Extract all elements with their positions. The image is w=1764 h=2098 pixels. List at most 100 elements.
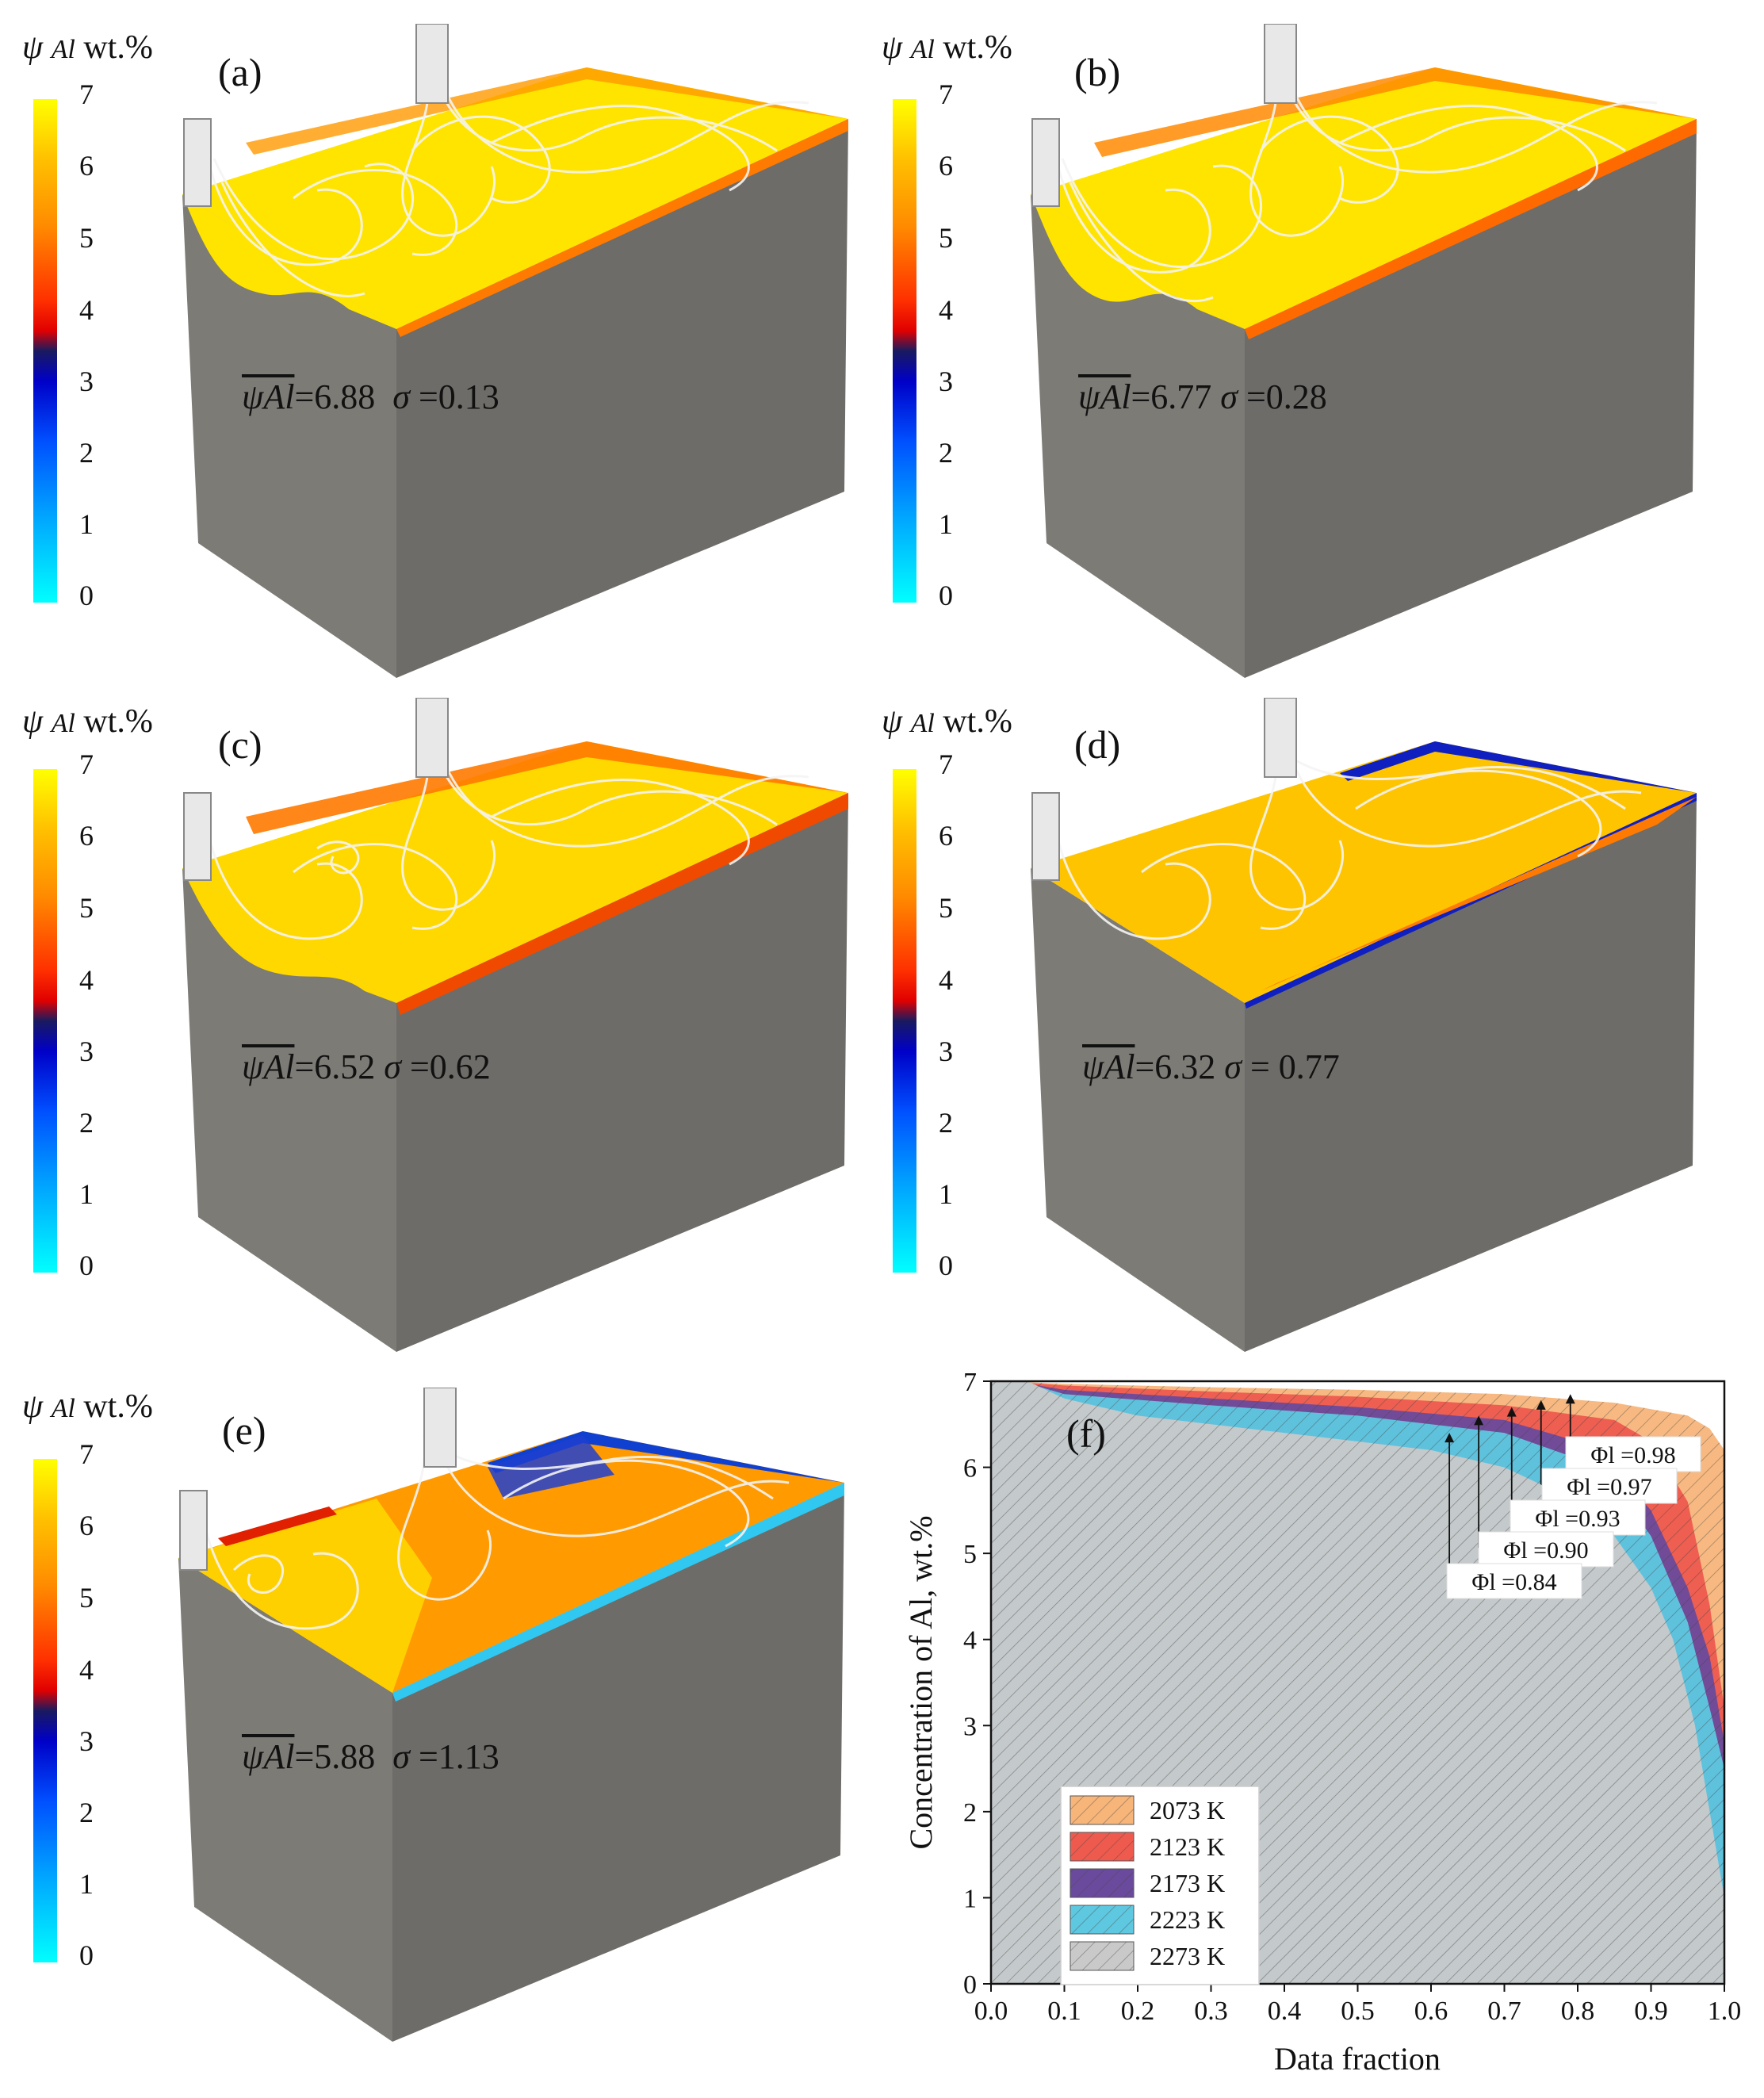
annotation-arrowhead [1444,1433,1455,1443]
x-tick-label: 0.0 [974,1997,1008,2026]
annotation-box [1565,1436,1701,1472]
x-tick-label: 0.9 [1634,1997,1668,2026]
colorbar-title: ψ Al wt.% [22,29,153,66]
outlet-nozzle [179,1490,208,1571]
melt-edge [396,119,848,337]
panel-stat: ψAl=5.88 σ =1.13 [242,1737,499,1776]
panel-label: (a) [218,50,262,94]
colorbar-tick: 7 [79,748,94,780]
panel-stat: ψAl=6.77 σ =0.28 [1078,377,1327,416]
colorbar-tick: 1 [79,508,94,540]
block-side-face [1245,119,1697,678]
y-tick-label: 4 [963,1626,977,1656]
panel-stat: ψAl=6.88 σ =0.13 [242,377,499,416]
legend-label: 2123 K [1150,1832,1225,1861]
colorbar-tick: 5 [79,1582,94,1614]
colorbar-tick: 6 [79,150,94,182]
outlet-nozzle [183,118,212,207]
annotation-arrowhead [1536,1399,1546,1410]
annotation-label: Φl =0.97 [1567,1474,1651,1500]
colorbar-tick: 3 [79,1725,94,1757]
x-tick-label: 0.5 [1341,1997,1375,2026]
streamlines [201,1434,790,1630]
colorbar-tick: 3 [939,1036,953,1067]
panel-b: ψ Al wt.% 7 6 5 4 3 2 1 0 (b) ψAl=6.77 σ… [872,0,1764,682]
x-tick-label: 0.6 [1414,1997,1448,2026]
colorbar-tick: 0 [939,1250,953,1281]
annotation-label: Φl =0.98 [1590,1442,1675,1468]
melt-surface [1031,67,1697,329]
panel-label: (e) [222,1408,266,1453]
colorbar-tick: 6 [79,820,94,852]
outlet-nozzle [1031,118,1060,207]
annotation-box [1446,1563,1582,1599]
y-tick-label: 6 [963,1454,977,1484]
tundish-render [182,698,848,1352]
legend-swatch-hatch [1070,1796,1134,1824]
melt-edge [396,793,848,1015]
colorbar-tick: 7 [79,1438,94,1470]
x-tick-label: 0.1 [1047,1997,1081,2026]
melt-red-zone [218,1507,337,1546]
colorbar-tick: 3 [939,366,953,397]
panel-e: ψ Al wt.% 7 6 5 4 3 2 1 0 (e) ψAl=5.88 σ… [0,1364,872,2098]
panel-label: (b) [1074,50,1121,94]
colorbar-tick: 2 [939,437,953,469]
colorbar-tick: 1 [79,1868,94,1900]
annotation-label: Φl =0.93 [1535,1506,1620,1532]
block-front-face [182,868,396,1352]
colorbar-tick: 1 [939,1178,953,1210]
y-tick-label: 5 [963,1540,977,1569]
colorbar-tick: 6 [939,820,953,852]
legend-swatch-hatch [1070,1942,1134,1970]
block-side-face [396,793,848,1352]
tundish-render [182,24,848,678]
panel-label: (f) [1066,1411,1106,1456]
tundish-render [1031,24,1697,678]
inlet-nozzle [1264,698,1297,778]
colorbar [893,99,916,603]
x-tick-label: 0.3 [1194,1997,1228,2026]
legend-label: 2073 K [1150,1796,1225,1824]
inlet-nozzle [415,24,449,104]
block-front-face [178,1558,392,2042]
colorbar-tick: 5 [79,892,94,924]
y-axis-label: Concentration of Al, wt.% [903,1515,939,1849]
panel-label: (c) [218,722,262,767]
colorbar-tick: 2 [79,1797,94,1828]
colorbar-tick: 6 [79,1510,94,1541]
colorbar-tick: 0 [939,580,953,611]
melt-surface [1031,741,1697,1003]
legend-swatch-hatch [1070,1832,1134,1861]
colorbar-tick: 7 [939,78,953,110]
colorbar-tick: 7 [939,748,953,780]
melt-edge [1245,119,1697,339]
colorbar-title: ψ Al wt.% [882,703,1012,740]
annotation-arrowhead [1565,1394,1575,1404]
colorbar-tick: 0 [79,580,94,611]
inlet-nozzle [423,1388,457,1468]
colorbar-tick: 2 [79,1107,94,1139]
y-tick-label: 0 [963,1970,977,2000]
block-side-face [1245,793,1697,1352]
x-tick-label: 0.8 [1561,1997,1595,2026]
x-axis-label: Data fraction [1274,2041,1441,2077]
x-tick-label: 0.7 [1487,1997,1521,2026]
colorbar-tick: 4 [939,294,953,326]
colorbar-tick: 5 [939,892,953,924]
colorbar [33,99,57,603]
y-tick-label: 3 [963,1712,977,1741]
annotation-arrowhead [1474,1415,1484,1426]
colorbar-tick: 3 [79,1036,94,1067]
colorbar-tick: 5 [939,222,953,254]
annotation-label: Φl =0.90 [1503,1537,1588,1564]
x-tick-label: 0.4 [1268,1997,1302,2026]
colorbar-tick: 1 [79,1178,94,1210]
legend-label: 2223 K [1150,1905,1225,1934]
colorbar-tick: 4 [939,964,953,996]
legend-label: 2273 K [1150,1942,1225,1970]
melt-orange-band [1261,797,1697,991]
x-tick-label: 1.0 [1708,1997,1742,2026]
melt-far-edge [1094,67,1697,157]
annotation-arrowhead [1506,1407,1517,1417]
